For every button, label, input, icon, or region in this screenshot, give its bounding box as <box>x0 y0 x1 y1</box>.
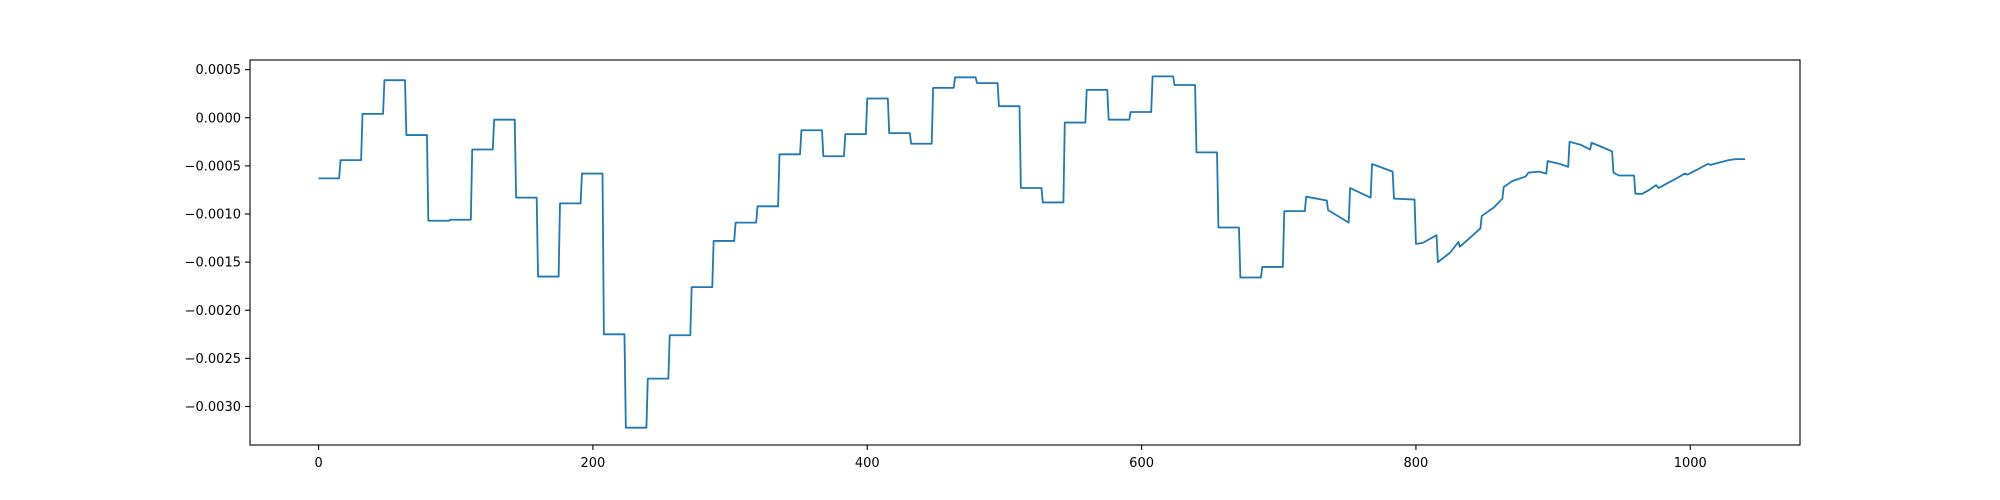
y-tick-label: −0.0010 <box>185 208 241 223</box>
x-tick-label: 800 <box>1404 456 1429 471</box>
y-tick-label: −0.0025 <box>185 352 241 367</box>
x-tick-label: 600 <box>1129 456 1154 471</box>
x-tick-label: 1000 <box>1674 456 1707 471</box>
y-tick-label: −0.0005 <box>185 159 241 174</box>
x-tick-label: 200 <box>581 456 606 471</box>
y-tick-label: −0.0020 <box>185 304 241 319</box>
series-layer <box>318 75 1746 429</box>
y-tick-label: 0.0000 <box>196 111 242 126</box>
y-axis: 0.0005 0.0000 −0.0005 −0.0010 −0.0015 −0.0020… <box>185 63 250 415</box>
x-tick-label: 400 <box>855 456 880 471</box>
x-axis: 0 200 400 600 800 1000 <box>314 445 1707 471</box>
y-tick-label: 0.0005 <box>196 63 242 78</box>
plot-frame <box>249 59 1801 446</box>
x-tick-label: 0 <box>314 456 322 471</box>
series-line <box>318 75 1746 429</box>
y-tick-label: −0.0030 <box>185 400 241 415</box>
y-tick-label: −0.0015 <box>185 256 241 271</box>
